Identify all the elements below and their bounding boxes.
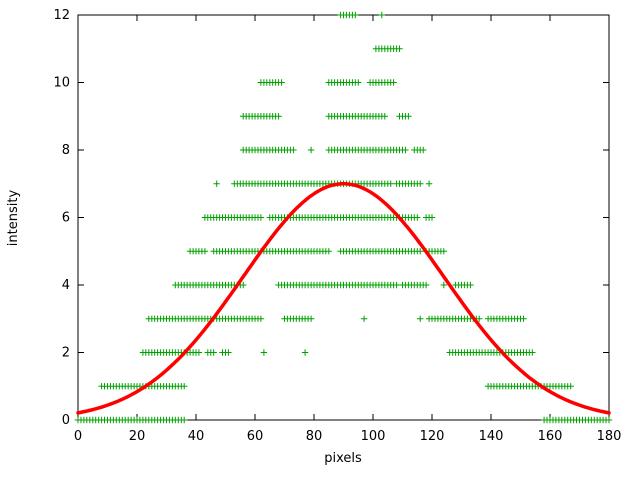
y-tick-label: 4 <box>62 278 70 293</box>
x-tick-label: 0 <box>74 429 82 444</box>
y-tick-label: 0 <box>62 413 70 428</box>
fit-curve-gaussian-fit <box>76 181 611 415</box>
y-tick-label: 12 <box>53 8 70 23</box>
plot-generated-content: 0 20 40 60 80 100 120 140 160 180 0 2 4 6 8 10 12 <box>53 8 621 444</box>
x-tick-label: 60 <box>247 429 264 444</box>
x-tick-label: 40 <box>188 429 205 444</box>
x-tick-label: 20 <box>129 429 146 444</box>
y-axis-label: intensity <box>6 190 21 247</box>
x-tick-label: 100 <box>361 429 386 444</box>
scatter-points-intensity-samples <box>74 11 613 424</box>
x-axis-label: pixels <box>324 451 362 466</box>
x-tick-label: 180 <box>597 429 622 444</box>
y-tick-label: 2 <box>62 346 70 361</box>
x-tick-label: 80 <box>306 429 323 444</box>
y-tick-label: 6 <box>62 211 70 226</box>
x-tick-label: 120 <box>420 429 445 444</box>
y-tick-label: 8 <box>62 143 70 158</box>
x-tick-label: 160 <box>538 429 563 444</box>
y-tick-label: 10 <box>53 76 70 91</box>
x-tick-label: 140 <box>479 429 504 444</box>
